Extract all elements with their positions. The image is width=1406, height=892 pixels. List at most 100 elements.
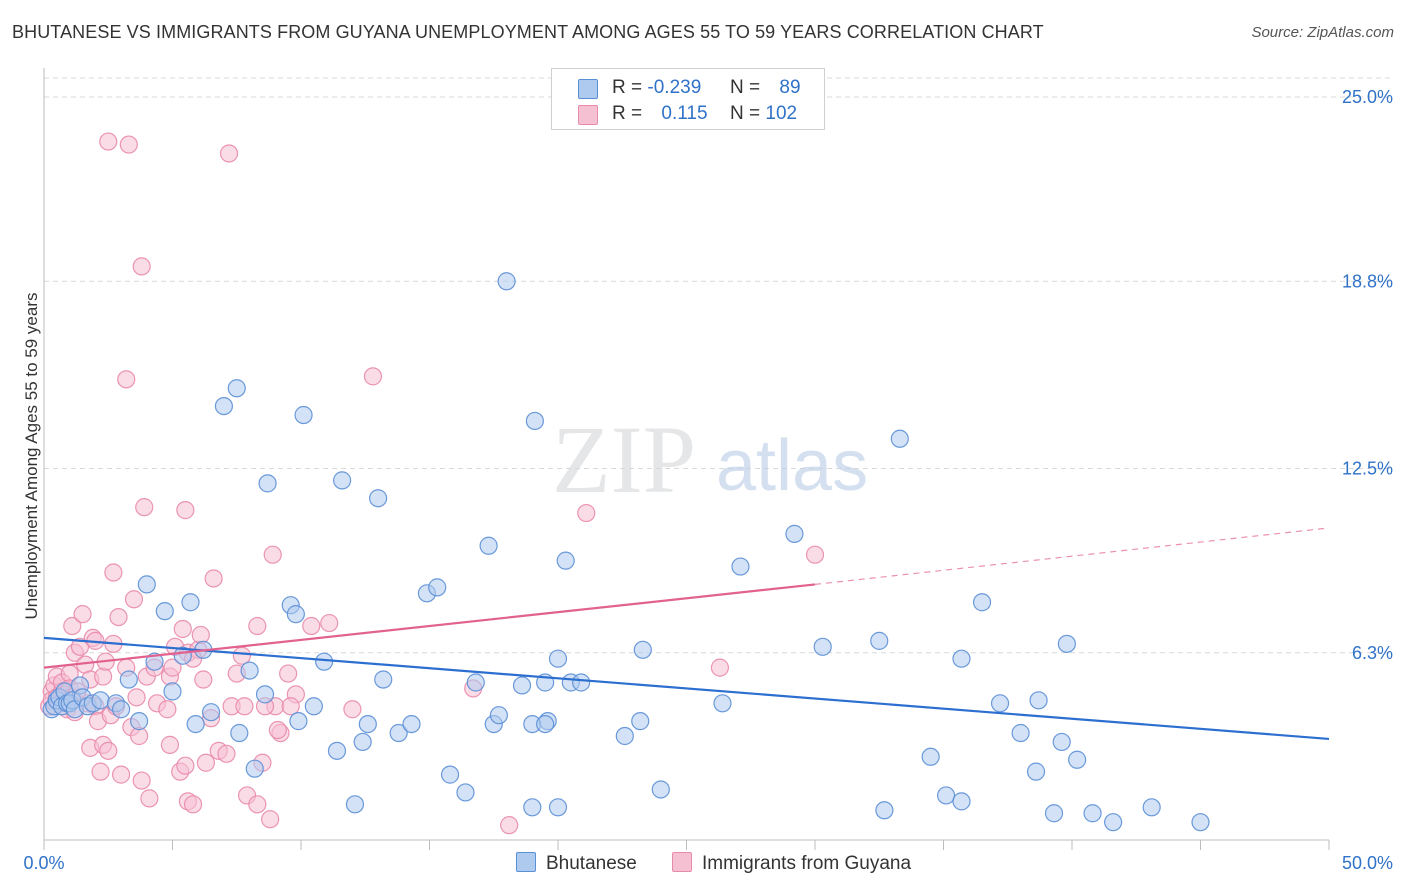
guyana-point bbox=[135, 498, 154, 517]
bhutanese-point bbox=[456, 783, 475, 802]
bhutanese-point bbox=[111, 700, 131, 719]
bhutanese-point bbox=[1057, 634, 1076, 653]
bhutanese-point bbox=[1068, 750, 1087, 769]
watermark: ZIP atlas bbox=[552, 406, 868, 513]
guyana-point bbox=[73, 605, 92, 624]
bhutanese-point bbox=[497, 272, 516, 291]
legend-label-bhutanese: Bhutanese bbox=[546, 853, 637, 874]
bhutanese-point bbox=[1044, 804, 1064, 823]
bhutanese-point bbox=[731, 557, 750, 576]
legend-item-bhutanese[interactable]: Bhutanese bbox=[516, 852, 637, 875]
x-tick-label-max: 50.0% bbox=[1342, 853, 1393, 873]
guyana-point bbox=[268, 720, 287, 740]
bhutanese-point bbox=[155, 602, 174, 621]
legend-swatch-pink bbox=[578, 105, 598, 125]
bhutanese-point bbox=[245, 759, 264, 778]
legend-row-guyana: R = 0.115 N = 102 bbox=[552, 101, 824, 127]
bhutanese-point bbox=[186, 714, 205, 734]
guyana-point bbox=[194, 670, 213, 689]
guyana-point bbox=[196, 753, 216, 772]
bhutanese-point bbox=[214, 396, 233, 416]
bhutanese-point bbox=[813, 637, 832, 656]
bhutanese-point bbox=[389, 723, 408, 743]
guyana-point bbox=[805, 545, 825, 564]
bhutanese-point bbox=[952, 792, 971, 811]
legend-n-bhutanese: N = 89 bbox=[730, 77, 801, 98]
bhutanese-trend-line bbox=[43, 636, 1330, 741]
y-tick-label: 18.8% bbox=[1342, 271, 1393, 291]
bhutanese-point bbox=[489, 706, 508, 725]
guyana-point bbox=[104, 563, 123, 582]
legend-label-guyana: Immigrants from Guyana bbox=[702, 853, 912, 874]
guyana-point bbox=[119, 135, 138, 154]
bhutanese-point bbox=[91, 691, 110, 710]
guyana-point bbox=[132, 257, 151, 276]
guyana-point bbox=[248, 795, 267, 814]
bhutanese-point bbox=[875, 801, 894, 820]
guyana-point bbox=[219, 144, 239, 163]
legend-item-guyana[interactable]: Immigrants from Guyana bbox=[672, 852, 911, 875]
guyana-point bbox=[710, 658, 730, 677]
bhutanese-point bbox=[358, 714, 377, 734]
guyana-point bbox=[363, 367, 383, 386]
bhutanese-point bbox=[145, 652, 164, 671]
bhutanese-point bbox=[181, 593, 200, 612]
bhutanese-point bbox=[548, 649, 568, 668]
bhutanese-point bbox=[525, 411, 544, 431]
bhutanese-point bbox=[1011, 723, 1030, 743]
bhutanese-point bbox=[870, 631, 889, 650]
guyana-point bbox=[263, 545, 282, 564]
bhutanese-point bbox=[1052, 732, 1071, 752]
bhutanese-point bbox=[333, 471, 352, 490]
y-axis-label: Unemployment Among Ages 55 to 59 years bbox=[22, 293, 41, 620]
guyana-point bbox=[158, 700, 177, 719]
legend-swatch-blue bbox=[578, 79, 598, 99]
trend-lines bbox=[43, 527, 1330, 741]
guyana-point bbox=[343, 700, 362, 719]
bhutanese-point bbox=[556, 551, 575, 570]
guyana-point bbox=[111, 765, 131, 784]
guyana-point bbox=[281, 697, 300, 716]
bhutanese-point bbox=[1026, 762, 1046, 781]
bhutanese-point bbox=[972, 593, 992, 612]
bhutanese-point bbox=[137, 575, 156, 594]
series-bhutanese bbox=[42, 272, 1210, 832]
bhutanese-point bbox=[327, 741, 347, 760]
series-legend: Bhutanese Immigrants from Guyana bbox=[0, 852, 1406, 878]
guyana-point bbox=[124, 590, 144, 609]
bhutanese-point bbox=[1191, 813, 1210, 832]
bhutanese-point bbox=[713, 694, 732, 713]
bhutanese-point bbox=[163, 682, 182, 701]
legend-swatch-guyana bbox=[672, 852, 692, 872]
bhutanese-point bbox=[315, 652, 334, 671]
bhutanese-point bbox=[466, 673, 485, 692]
bhutanese-point bbox=[631, 712, 650, 731]
guyana-point bbox=[204, 569, 223, 588]
guyana-point bbox=[70, 637, 90, 656]
bhutanese-point bbox=[479, 536, 498, 555]
y-tick-label: 6.3% bbox=[1352, 643, 1393, 663]
guyana-point bbox=[302, 616, 321, 636]
watermark-zip: ZIP bbox=[552, 406, 696, 513]
guyana-point bbox=[217, 744, 236, 763]
bhutanese-point bbox=[785, 524, 804, 543]
y-tick-label: 12.5% bbox=[1342, 459, 1393, 479]
bhutanese-point bbox=[227, 379, 246, 398]
source-credit: Source: ZipAtlas.com bbox=[1251, 24, 1394, 41]
chart-title: BHUTANESE VS IMMIGRANTS FROM GUYANA UNEM… bbox=[12, 22, 1044, 42]
bhutanese-point bbox=[289, 712, 308, 731]
guyana-point bbox=[261, 810, 280, 829]
bhutanese-point bbox=[304, 697, 323, 716]
bhutanese-point bbox=[1029, 691, 1048, 710]
bhutanese-point bbox=[440, 765, 460, 784]
legend-swatch-bhutanese bbox=[516, 852, 536, 872]
bhutanese-point bbox=[1142, 798, 1161, 817]
guyana-trend-line bbox=[43, 583, 816, 669]
y-tick-label: 25.0% bbox=[1342, 87, 1393, 107]
bhutanese-point bbox=[952, 649, 971, 668]
bhutanese-point bbox=[428, 578, 447, 597]
guyana-point bbox=[248, 616, 267, 636]
guyana-point bbox=[132, 771, 151, 790]
guyana-point bbox=[279, 664, 298, 683]
grid-layer bbox=[44, 77, 1393, 654]
